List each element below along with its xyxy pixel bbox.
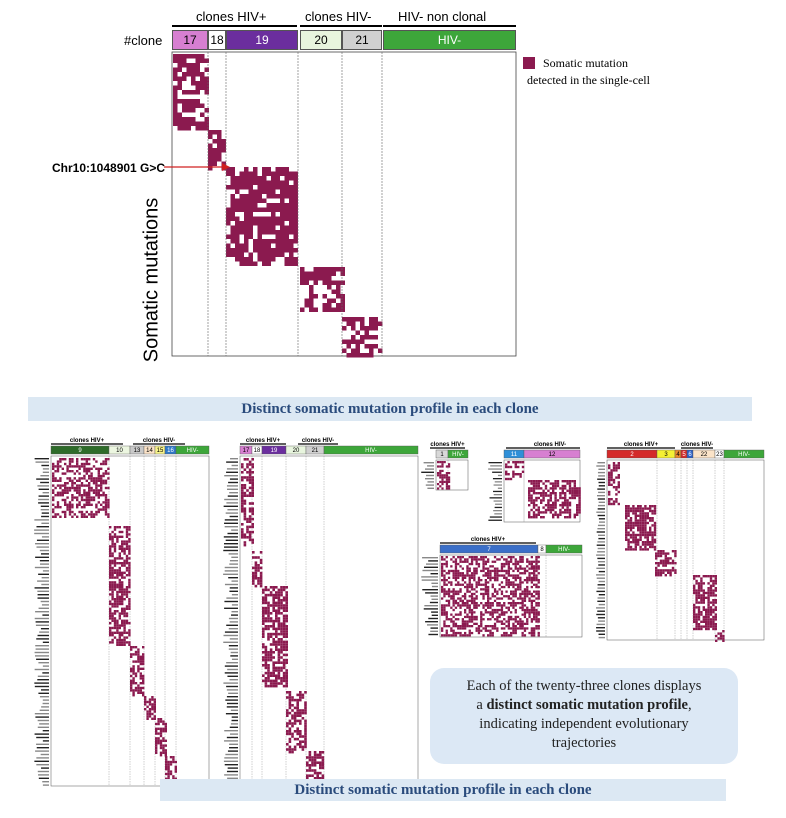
panel-clone-label: 7 [487, 547, 491, 553]
panel-clone-bar [523, 449, 581, 459]
clone-hiv-neg-label: HIV- [383, 30, 516, 50]
callout-line-2: a distinct somatic mutation profile, [430, 696, 738, 715]
group-header-hiv-neg: clones HIV- [305, 9, 372, 24]
panel-cells [608, 462, 725, 642]
panel-row-labels [34, 458, 49, 786]
legend-line-2: detected in the single-cell [527, 73, 650, 87]
panel-b: clones HIV+ clones HIV- 17 18 19 20 21 HIV- [223, 438, 419, 783]
group-bar-hiv-neg [300, 25, 382, 27]
panel-clone-bar [175, 445, 210, 455]
panel-group-header: clones HIV+ [70, 438, 105, 444]
panel-group-header: clones HIV- [302, 438, 334, 444]
panel-cells [437, 461, 451, 490]
panel-clone-label: 10 [116, 448, 123, 454]
mutation-annotation-label: Chr10:1048901 G>C [52, 161, 166, 175]
panel-group-header: clones HIV+ [430, 442, 465, 448]
panel-clone-label: 15 [157, 448, 164, 454]
legend-swatch [523, 57, 535, 69]
y-axis-label: Somatic mutations [140, 197, 163, 363]
panel-clone-label: 18 [254, 448, 261, 454]
banner-bottom: Distinct somatic mutation profile in eac… [160, 779, 726, 801]
panel-row-labels [223, 458, 238, 779]
legend-line-1: Somatic mutation [543, 56, 628, 70]
panel-clone-label: HIV- [558, 547, 570, 553]
annotation-arrow [164, 163, 230, 171]
callout-line-2-bold: distinct somatic mutation profile [486, 697, 688, 713]
panel-row-labels [596, 462, 605, 639]
panel-clone-label: 4 [676, 452, 680, 458]
clone-21-label: 21 [342, 30, 382, 50]
panel-clone-label: 19 [271, 448, 278, 454]
panel-c: clones HIV+ 1 HIV-clones HIV- 11 12 [421, 442, 581, 523]
panel-clone-label: 13 [134, 448, 141, 454]
panel-cells [441, 556, 540, 637]
main-mutation-heatmap [171, 51, 517, 358]
panel-clone-bar [323, 445, 419, 455]
panel-d: clones HIV+ clones HIV-2 3 4 5 6 22 23 HIV- [596, 442, 765, 642]
panel-clone-label: 9 [78, 448, 82, 454]
panel-clone-bar [545, 544, 583, 554]
panel-cells [52, 458, 177, 785]
panel-group-header: clones HIV- [143, 438, 175, 444]
panel-clone-label: HIV- [738, 452, 750, 458]
panel-group-header: clones HIV+ [624, 442, 659, 448]
callout-line-3: indicating independent evolutionary [479, 716, 689, 732]
panel-clone-label: 20 [293, 448, 300, 454]
panel-clone-label: 12 [549, 452, 556, 458]
panel-clone-bar [447, 449, 469, 459]
panel-clone-label: 6 [688, 452, 692, 458]
panel-a: clones HIV+ clones HIV- 9 10 13 14 15 16 HIV- [34, 438, 210, 787]
panel-clone-label: 14 [146, 448, 153, 454]
panel-clone-label: 22 [701, 452, 708, 458]
clone-18-label: 18 [208, 30, 226, 50]
panel-group-header: clones HIV+ [471, 537, 506, 543]
panel-row-labels [421, 557, 438, 636]
callout-line-2-post: , [687, 697, 692, 713]
group-bar-non-clonal [383, 25, 516, 27]
panel-clone-label: 8 [540, 547, 544, 553]
panel-group-header: clones HIV- [534, 442, 566, 448]
clone-20-label: 20 [300, 30, 342, 50]
panel-clone-label: HIV- [365, 448, 377, 454]
panel-row-labels [421, 462, 434, 489]
panel-clone-label: 2 [630, 452, 634, 458]
clone-row-label: #clone [124, 33, 163, 48]
callout-line-2-pre: a [476, 697, 483, 713]
panel-e: clones HIV+ 7 8 HIV- [421, 537, 583, 638]
panel-clone-bar [723, 449, 765, 459]
panel-clone-label: 21 [312, 448, 319, 454]
group-bar-hiv-pos [172, 25, 297, 27]
panel-clone-label: 1 [440, 452, 444, 458]
callout-line-4: trajectories [551, 735, 617, 751]
summary-callout: Each of the twenty-three clones displays… [430, 668, 738, 764]
panel-clone-label: 23 [716, 452, 723, 458]
panel-clone-label: 16 [167, 448, 174, 454]
clone-17-label: 17 [172, 30, 208, 50]
group-header-non-clonal: HIV- non clonal [398, 9, 487, 24]
panel-group-header: clones HIV+ [246, 438, 281, 444]
group-header-hiv-pos: clones HIV+ [196, 9, 267, 24]
panel-clone-label: HIV- [452, 452, 464, 458]
banner-top: Distinct somatic mutation profile in eac… [28, 397, 752, 421]
panel-group-header: clones HIV- [681, 442, 713, 448]
panel-clone-label: 3 [664, 452, 668, 458]
panel-clone-label: HIV- [187, 448, 199, 454]
panel-clone-label: 11 [511, 452, 518, 458]
callout-line-1: Each of the twenty-three clones displays [466, 678, 702, 694]
panel-clone-label: 5 [682, 452, 686, 458]
clone-19-label: 19 [226, 30, 298, 50]
heatmap-cells [173, 54, 383, 358]
panel-clone-label: 17 [243, 448, 250, 454]
